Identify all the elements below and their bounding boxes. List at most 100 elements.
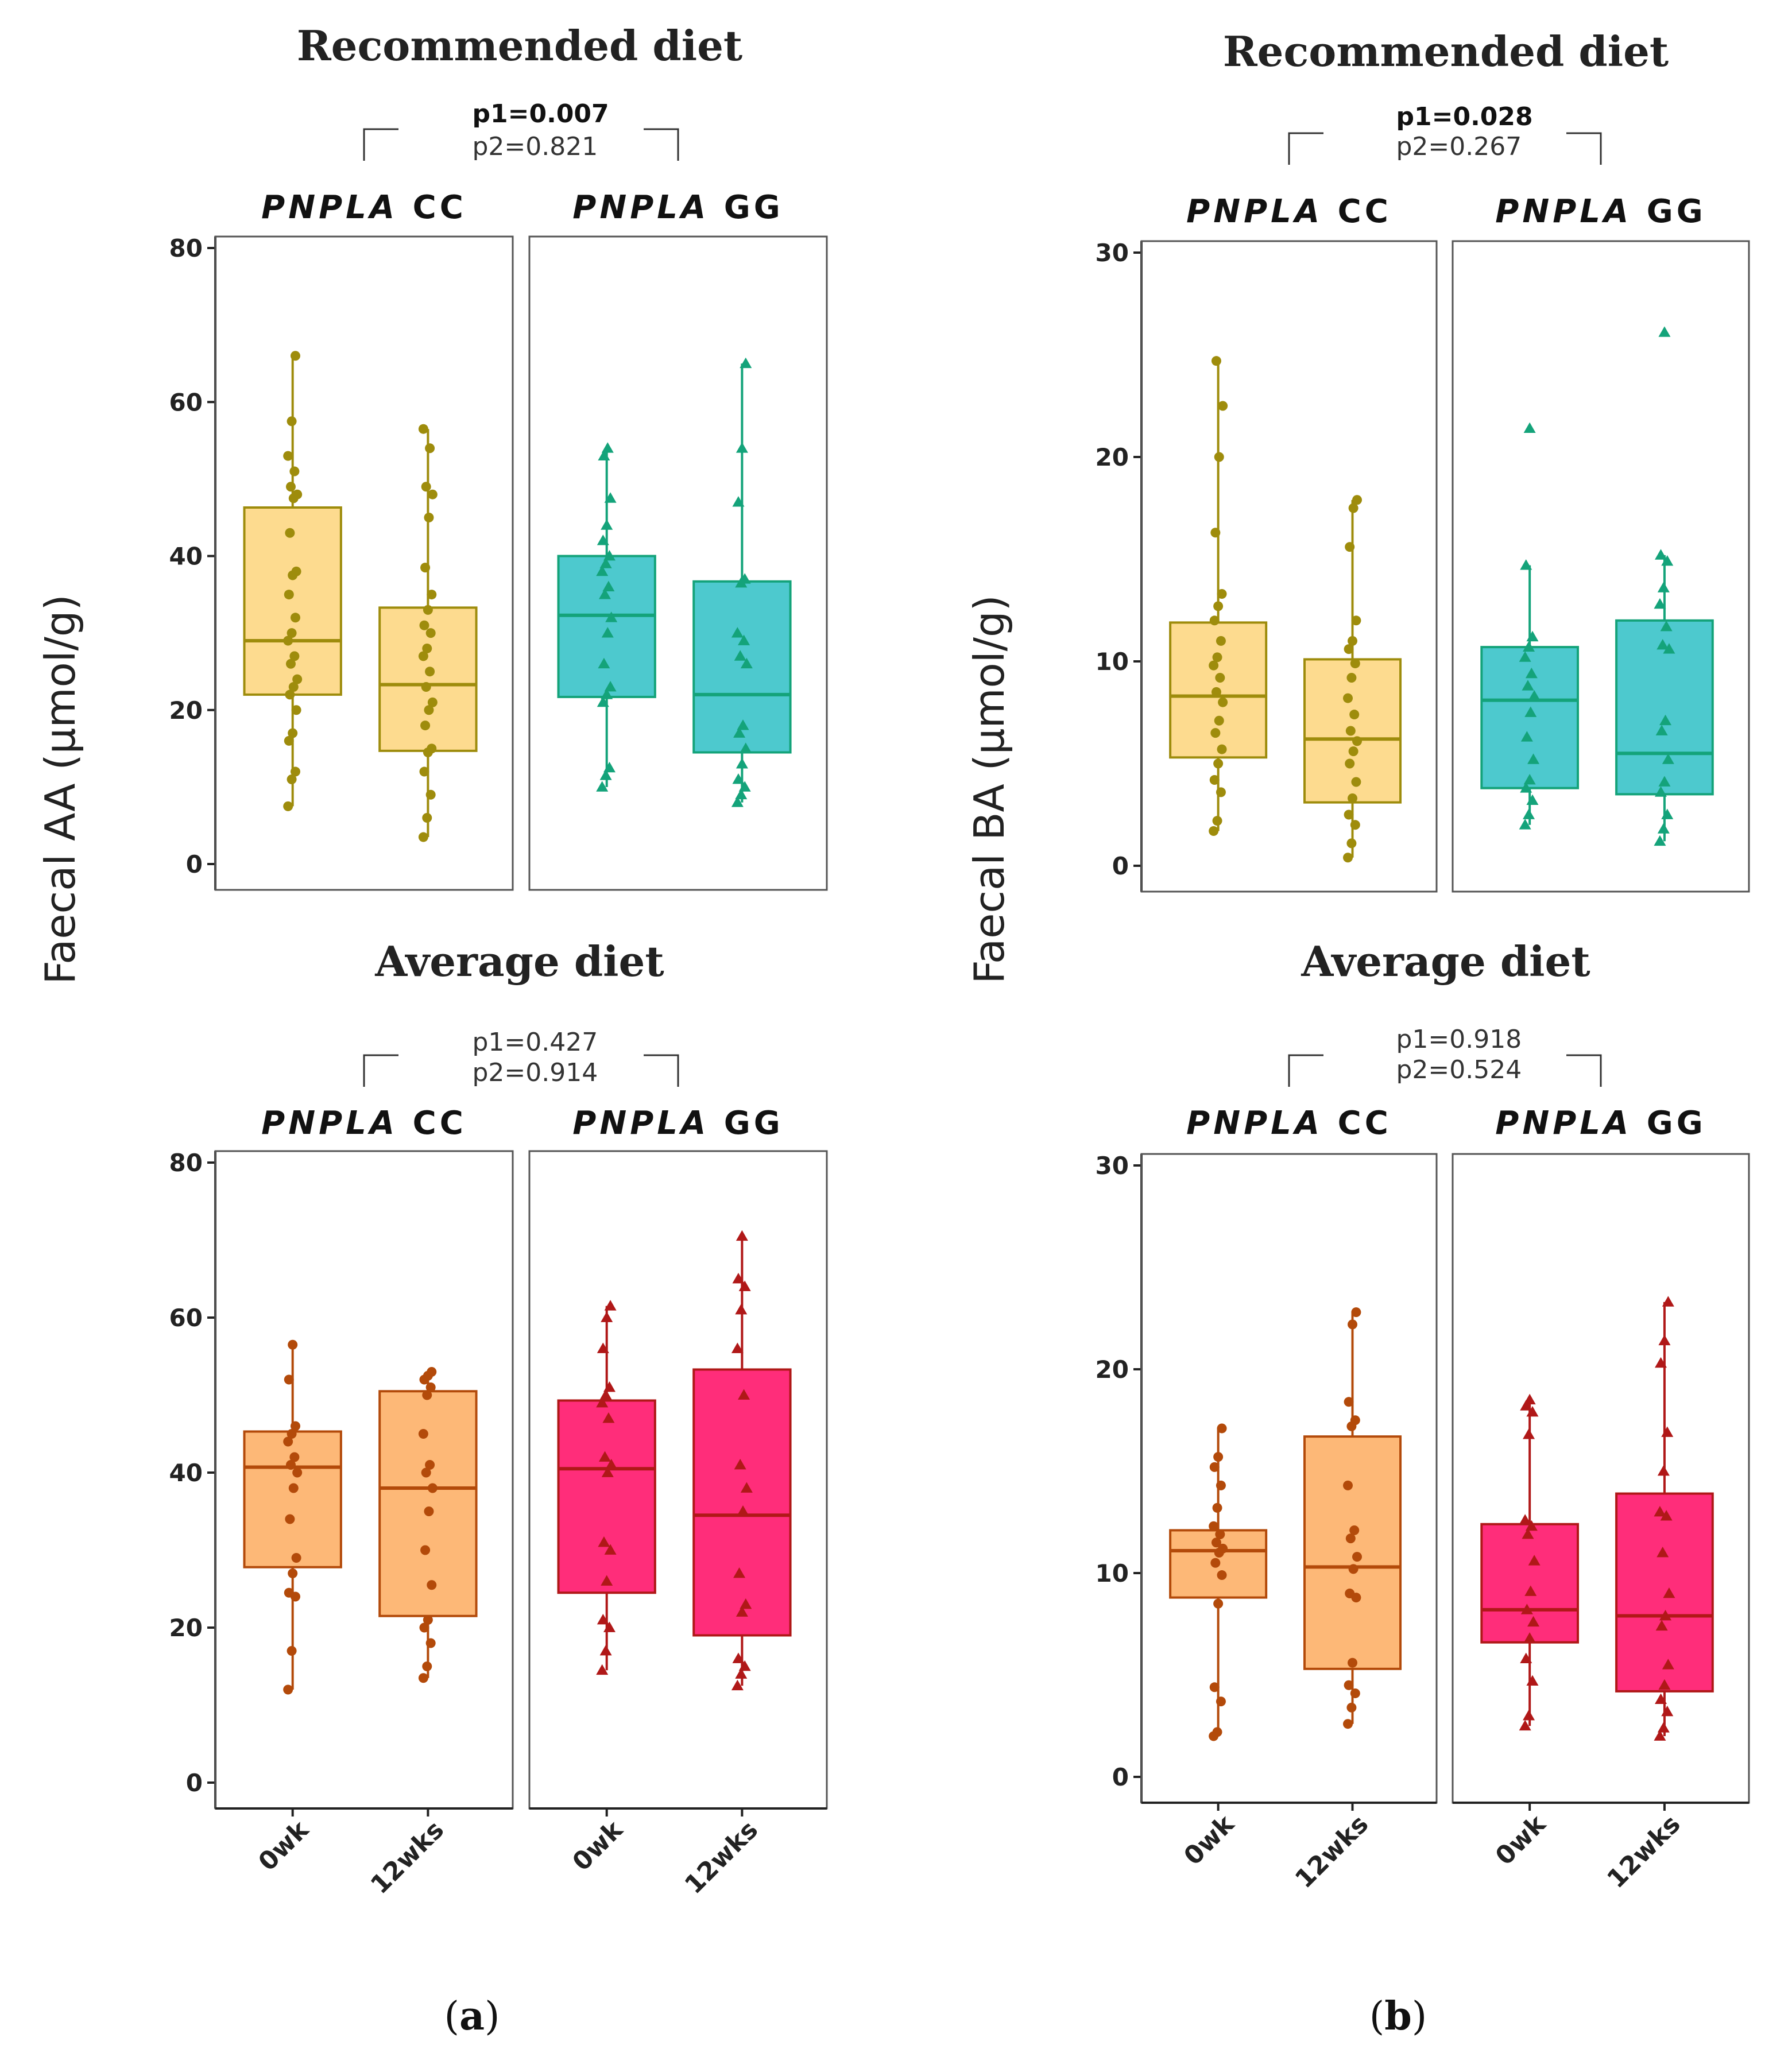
data-point bbox=[1214, 715, 1224, 726]
data-point bbox=[601, 627, 614, 638]
data-point bbox=[290, 1421, 300, 1431]
data-point bbox=[603, 1381, 616, 1392]
data-point bbox=[1218, 1543, 1228, 1554]
data-point bbox=[1348, 793, 1358, 804]
data-point bbox=[1212, 652, 1222, 663]
data-point bbox=[1520, 731, 1533, 742]
data-point bbox=[1522, 1528, 1534, 1539]
data-point bbox=[731, 1679, 744, 1691]
data-point bbox=[1346, 1702, 1357, 1713]
data-point bbox=[427, 1483, 438, 1493]
data-point bbox=[290, 766, 300, 777]
box-0wk bbox=[1480, 422, 1580, 830]
data-point bbox=[734, 650, 746, 661]
y-tick-label: 0 bbox=[1112, 852, 1129, 880]
facet-strip-genotype: CC bbox=[1323, 1105, 1392, 1142]
pvalue-bracket-right bbox=[644, 1054, 679, 1087]
data-point bbox=[284, 1587, 294, 1598]
data-point bbox=[1210, 1558, 1221, 1568]
data-point bbox=[423, 605, 433, 615]
pvalue-p1: p1=0.028 bbox=[1396, 102, 1533, 131]
data-point bbox=[283, 801, 293, 811]
data-point bbox=[1520, 782, 1532, 793]
data-point bbox=[1525, 667, 1538, 679]
pvalue-p1: p1=0.007 bbox=[473, 99, 609, 129]
y-tick-label: 10 bbox=[1096, 648, 1129, 676]
facet-strip-gene: PNPLA bbox=[572, 189, 709, 226]
data-point bbox=[425, 443, 435, 454]
data-point bbox=[421, 482, 431, 492]
data-point bbox=[731, 1342, 744, 1353]
facet-strip-label: PNPLA GG bbox=[572, 1105, 783, 1142]
data-point bbox=[427, 743, 437, 754]
data-point bbox=[1348, 1657, 1358, 1668]
data-point bbox=[421, 1467, 431, 1478]
data-point bbox=[1211, 356, 1221, 366]
data-point bbox=[287, 774, 297, 784]
data-point bbox=[1350, 820, 1360, 830]
data-point bbox=[290, 351, 300, 361]
data-point bbox=[1212, 816, 1222, 826]
box-iqr bbox=[557, 555, 656, 698]
data-point bbox=[422, 1661, 432, 1671]
facet-strip-label: PNPLA CC bbox=[261, 1105, 467, 1142]
data-point bbox=[597, 1342, 609, 1353]
data-point bbox=[291, 705, 301, 715]
data-point bbox=[1524, 706, 1537, 717]
data-point bbox=[288, 682, 299, 692]
pvalue-p2: p2=0.524 bbox=[1396, 1055, 1522, 1085]
data-point bbox=[733, 727, 746, 738]
data-point bbox=[1217, 1570, 1227, 1581]
box-iqr bbox=[243, 1430, 342, 1568]
data-point bbox=[738, 781, 751, 792]
data-point bbox=[596, 1664, 609, 1675]
data-point bbox=[285, 690, 295, 700]
y-tick-label: 40 bbox=[169, 543, 203, 571]
data-point bbox=[1217, 744, 1227, 754]
data-point bbox=[1349, 1525, 1360, 1535]
facet-cc: PNPLA CC bbox=[214, 189, 514, 891]
facet-strip-label: PNPLA GG bbox=[1495, 193, 1706, 230]
data-point bbox=[1654, 1506, 1666, 1517]
facet-strip-genotype: CC bbox=[398, 1105, 467, 1142]
data-point bbox=[601, 519, 613, 530]
data-point bbox=[1654, 1730, 1666, 1741]
data-point bbox=[1350, 1688, 1360, 1698]
data-point bbox=[1656, 639, 1669, 650]
data-point bbox=[289, 466, 300, 477]
data-point bbox=[603, 550, 616, 561]
data-point bbox=[1523, 808, 1535, 819]
data-point bbox=[419, 766, 429, 777]
facet-gg: PNPLA GG bbox=[528, 189, 828, 891]
y-tick-label: 20 bbox=[1096, 1355, 1129, 1384]
y-tick-label: 80 bbox=[169, 1149, 203, 1177]
pvalue-p1: p1=0.918 bbox=[1396, 1025, 1522, 1054]
data-point bbox=[738, 573, 751, 584]
data-point bbox=[1345, 1533, 1356, 1544]
facet-strip-label: PNPLA GG bbox=[572, 189, 783, 226]
data-point bbox=[1656, 1547, 1669, 1558]
data-point bbox=[1663, 643, 1675, 654]
data-point bbox=[1210, 528, 1221, 538]
data-point bbox=[288, 1339, 298, 1350]
box-iqr bbox=[1615, 1492, 1714, 1692]
data-point bbox=[731, 627, 744, 638]
data-point bbox=[285, 1460, 296, 1470]
data-point bbox=[733, 1567, 746, 1578]
data-point bbox=[738, 1660, 751, 1671]
data-point bbox=[605, 611, 618, 622]
data-point bbox=[427, 697, 438, 707]
y-tick-label: 80 bbox=[169, 234, 203, 262]
data-point bbox=[605, 1459, 618, 1470]
data-point bbox=[1655, 725, 1668, 735]
data-point bbox=[1520, 1604, 1533, 1614]
data-point bbox=[596, 565, 609, 576]
data-point bbox=[601, 1575, 613, 1586]
data-point bbox=[425, 1638, 436, 1648]
box-12wks bbox=[692, 357, 792, 807]
pvalue-bracket-left bbox=[1288, 1054, 1323, 1087]
data-point bbox=[1526, 794, 1539, 805]
data-point bbox=[421, 682, 431, 692]
box-0wk: 0wk bbox=[1480, 1393, 1580, 1871]
